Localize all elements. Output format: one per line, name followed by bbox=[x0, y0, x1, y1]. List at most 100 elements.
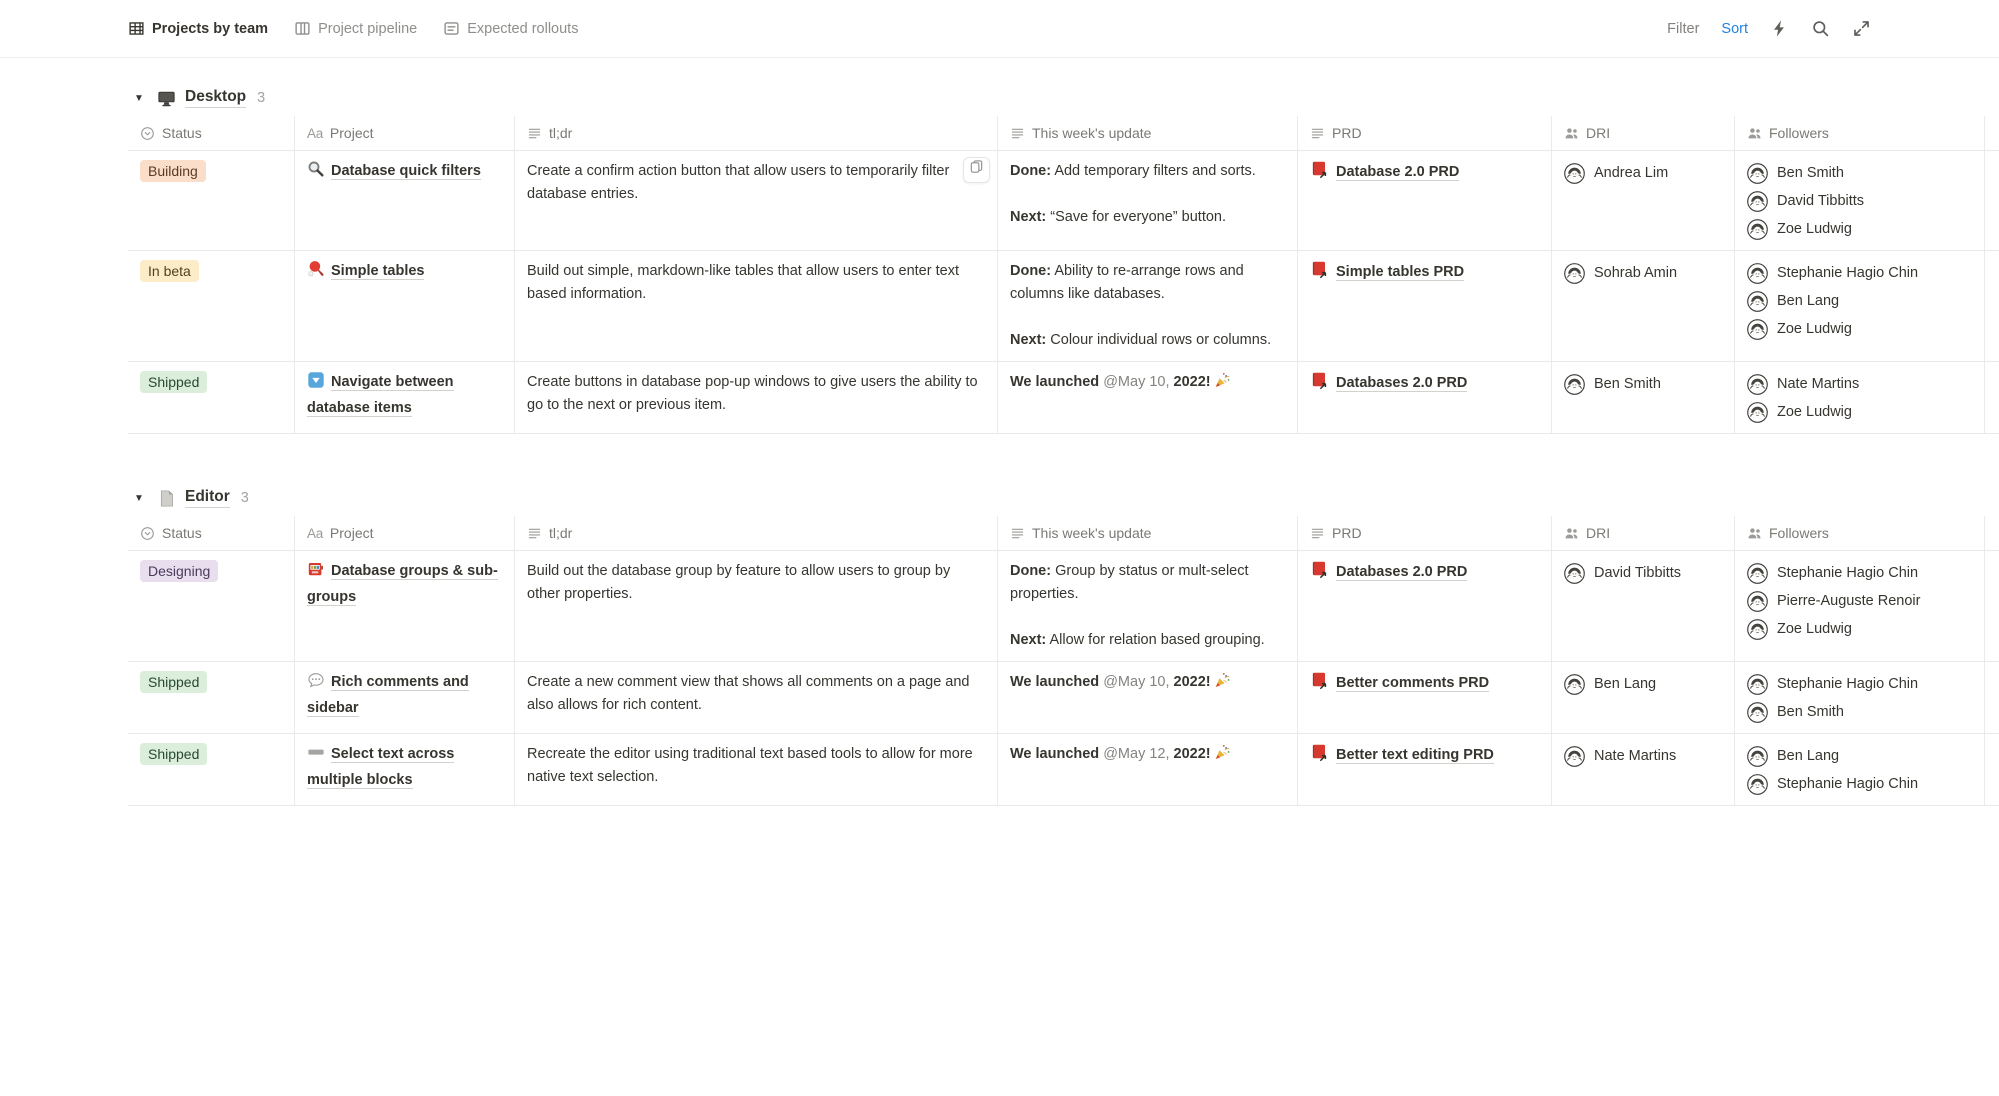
update-paragraph: We launched @May 10, 2022! bbox=[1010, 671, 1287, 697]
project-cell[interactable]: Select text across multiple blocks bbox=[295, 734, 515, 805]
prd-page-link[interactable]: Better comments PRD bbox=[1336, 674, 1490, 692]
project-page-link[interactable]: Rich comments and sidebar bbox=[307, 674, 469, 717]
project-page-link[interactable]: Database quick filters bbox=[331, 163, 481, 180]
column-header-prd[interactable]: PRD bbox=[1298, 516, 1552, 550]
view-tabs: Projects by team Project pipeline Expected… bbox=[128, 20, 578, 37]
column-header-prd[interactable]: PRD bbox=[1298, 116, 1552, 150]
sort-button[interactable]: Sort bbox=[1721, 20, 1748, 37]
tldr-cell[interactable]: Create buttons in database pop-up window… bbox=[515, 362, 998, 433]
tldr-cell[interactable]: Create a new comment view that shows all… bbox=[515, 662, 998, 733]
prd-page-link[interactable]: Simple tables PRD bbox=[1336, 263, 1465, 281]
column-header-status[interactable]: Status bbox=[128, 116, 295, 150]
expand-button[interactable] bbox=[1852, 19, 1871, 38]
person-name: Ben Lang bbox=[1777, 293, 1840, 309]
column-header-followers[interactable]: Followers bbox=[1735, 116, 1985, 150]
person-item: Stephanie Hagio Chin bbox=[1747, 262, 1974, 285]
project-page-link[interactable]: Database groups & sub-groups bbox=[307, 563, 498, 606]
prd-cell[interactable]: Databases 2.0 PRD bbox=[1298, 362, 1552, 433]
status-cell[interactable]: Shipped bbox=[128, 362, 295, 433]
avatar-icon bbox=[1747, 591, 1768, 612]
update-cell[interactable]: We launched @May 10, 2022! bbox=[998, 662, 1298, 733]
person-item: David Tibbitts bbox=[1564, 562, 1724, 585]
prd-page-link[interactable]: Databases 2.0 PRD bbox=[1336, 374, 1468, 392]
column-header-status[interactable]: Status bbox=[128, 516, 295, 550]
list-icon bbox=[443, 20, 460, 37]
column-header-project[interactable]: Aa Project bbox=[295, 116, 515, 150]
prd-cell[interactable]: Simple tables PRD bbox=[1298, 251, 1552, 361]
view-tab-label: Expected rollouts bbox=[467, 20, 579, 37]
project-page-link[interactable]: Select text across multiple blocks bbox=[307, 746, 455, 789]
person-item: Stephanie Hagio Chin bbox=[1747, 562, 1974, 585]
linked-page-book-icon bbox=[1310, 260, 1329, 287]
view-tab-project-pipeline[interactable]: Project pipeline bbox=[294, 20, 417, 37]
group-toggle-icon[interactable]: ▼ bbox=[134, 492, 144, 504]
tldr-cell[interactable]: Build out the database group by feature … bbox=[515, 551, 998, 661]
project-cell[interactable]: Navigate between database items bbox=[295, 362, 515, 433]
update-text: We launched bbox=[1010, 374, 1104, 390]
followers-cell[interactable]: Nate Martins Zoe Ludwig bbox=[1735, 362, 1985, 433]
column-header-this-week-s-update[interactable]: This week's update bbox=[998, 116, 1298, 150]
table-row: In beta Simple tables Build out simple, ma… bbox=[128, 251, 1999, 362]
update-cell[interactable]: Done: Add temporary filters and sorts. Ne… bbox=[998, 151, 1298, 250]
project-page-link[interactable]: Simple tables bbox=[331, 263, 425, 280]
followers-cell[interactable]: Stephanie Hagio Chin Pierre-Auguste Renoi… bbox=[1735, 551, 1985, 661]
dri-cell[interactable]: David Tibbitts bbox=[1552, 551, 1735, 661]
group-name[interactable]: Desktop bbox=[185, 88, 247, 108]
prd-page-link[interactable]: Databases 2.0 PRD bbox=[1336, 563, 1468, 581]
column-header-this-week-s-update[interactable]: This week's update bbox=[998, 516, 1298, 550]
followers-cell[interactable]: Ben Smith David Tibbitts Zoe Ludwig bbox=[1735, 151, 1985, 250]
dri-cell[interactable]: Sohrab Amin bbox=[1552, 251, 1735, 361]
status-cell[interactable]: Shipped bbox=[128, 662, 295, 733]
project-cell[interactable]: Rich comments and sidebar bbox=[295, 662, 515, 733]
update-text: Next: bbox=[1010, 332, 1047, 348]
person-icon bbox=[1564, 526, 1579, 541]
project-cell[interactable]: Database groups & sub-groups bbox=[295, 551, 515, 661]
group-toggle-icon[interactable]: ▼ bbox=[134, 92, 144, 104]
status-cell[interactable]: Designing bbox=[128, 551, 295, 661]
dri-cell[interactable]: Andrea Lim bbox=[1552, 151, 1735, 250]
bolt-button[interactable] bbox=[1770, 19, 1789, 38]
column-header-project[interactable]: Aa Project bbox=[295, 516, 515, 550]
open-page-button[interactable] bbox=[963, 157, 990, 183]
search-button[interactable] bbox=[1811, 19, 1830, 38]
prd-cell[interactable]: Better comments PRD bbox=[1298, 662, 1552, 733]
column-header-tl-dr[interactable]: tl;dr bbox=[515, 516, 998, 550]
column-header-tl-dr[interactable]: tl;dr bbox=[515, 116, 998, 150]
dri-cell[interactable]: Ben Smith bbox=[1552, 362, 1735, 433]
view-tab-expected-rollouts[interactable]: Expected rollouts bbox=[443, 20, 578, 37]
dri-cell[interactable]: Nate Martins bbox=[1552, 734, 1735, 805]
status-cell[interactable]: In beta bbox=[128, 251, 295, 361]
group-name[interactable]: Editor bbox=[185, 488, 230, 508]
project-cell[interactable]: Simple tables bbox=[295, 251, 515, 361]
project-page-link[interactable]: Navigate between database items bbox=[307, 374, 454, 417]
followers-cell[interactable]: Stephanie Hagio Chin Ben Lang Zoe Ludwig bbox=[1735, 251, 1985, 361]
project-cell[interactable]: Database quick filters bbox=[295, 151, 515, 250]
prd-page-link[interactable]: Database 2.0 PRD bbox=[1336, 163, 1460, 181]
tldr-cell[interactable]: Create a confirm action button that allo… bbox=[515, 151, 998, 250]
followers-cell[interactable]: Stephanie Hagio Chin Ben Smith bbox=[1735, 662, 1985, 733]
prd-cell[interactable]: Databases 2.0 PRD bbox=[1298, 551, 1552, 661]
view-tab-projects-by-team[interactable]: Projects by team bbox=[128, 20, 268, 37]
update-cell[interactable]: Done: Group by status or mult-select pro… bbox=[998, 551, 1298, 661]
status-cell[interactable]: Shipped bbox=[128, 734, 295, 805]
status-badge: Shipped bbox=[140, 371, 208, 393]
column-header-label: tl;dr bbox=[549, 524, 573, 541]
filter-button[interactable]: Filter bbox=[1667, 20, 1700, 37]
column-header-followers[interactable]: Followers bbox=[1735, 516, 1985, 550]
update-cell[interactable]: We launched @May 12, 2022! bbox=[998, 734, 1298, 805]
column-header-dri[interactable]: DRI bbox=[1552, 516, 1735, 550]
update-cell[interactable]: We launched @May 10, 2022! bbox=[998, 362, 1298, 433]
prd-cell[interactable]: Database 2.0 PRD bbox=[1298, 151, 1552, 250]
tldr-cell[interactable]: Build out simple, markdown-like tables t… bbox=[515, 251, 998, 361]
column-header-dri[interactable]: DRI bbox=[1552, 116, 1735, 150]
status-cell[interactable]: Building bbox=[128, 151, 295, 250]
avatar-icon bbox=[1747, 219, 1768, 240]
prd-cell[interactable]: Better text editing PRD bbox=[1298, 734, 1552, 805]
update-cell[interactable]: Done: Ability to re-arrange rows and col… bbox=[998, 251, 1298, 361]
dri-cell[interactable]: Ben Lang bbox=[1552, 662, 1735, 733]
text-icon bbox=[1310, 526, 1325, 541]
followers-cell[interactable]: Ben Lang Stephanie Hagio Chin bbox=[1735, 734, 1985, 805]
status-badge: In beta bbox=[140, 260, 199, 282]
prd-page-link[interactable]: Better text editing PRD bbox=[1336, 746, 1494, 764]
tldr-cell[interactable]: Recreate the editor using traditional te… bbox=[515, 734, 998, 805]
